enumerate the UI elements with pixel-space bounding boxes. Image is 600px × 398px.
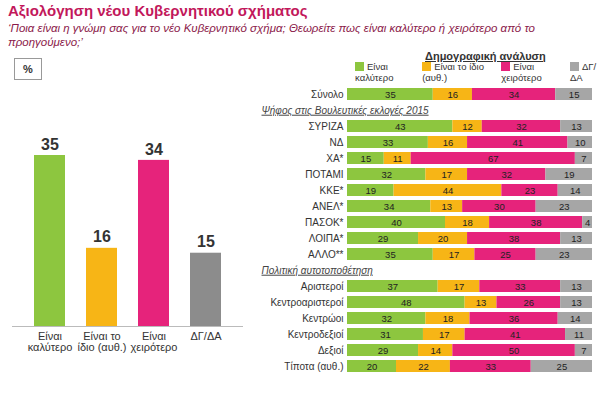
svg-text:31: 31 <box>380 329 391 340</box>
svg-text:25: 25 <box>500 249 511 260</box>
svg-text:34: 34 <box>509 89 520 100</box>
svg-text:15: 15 <box>569 89 580 100</box>
svg-text:12: 12 <box>462 121 473 132</box>
svg-text:40: 40 <box>391 217 402 228</box>
svg-text:Τίποτα (αυθ.): Τίποτα (αυθ.) <box>284 361 343 372</box>
svg-text:ΣΥΡΙΖΑ: ΣΥΡΙΖΑ <box>308 121 343 132</box>
svg-text:11: 11 <box>574 329 584 340</box>
html-text:‘Ποια είναι η γνώμη σας για το: ‘Ποια είναι η γνώμη σας για το νέο Κυβερ… <box>8 22 535 48</box>
svg-text:32: 32 <box>516 121 527 132</box>
svg-text:29: 29 <box>378 233 389 244</box>
html-text:Δημογραφική ανάλυση: Δημογραφική ανάλυση <box>425 50 546 62</box>
svg-text:18: 18 <box>443 313 454 324</box>
svg-text:23: 23 <box>559 249 570 260</box>
svg-text:14: 14 <box>570 313 581 324</box>
svg-text:13: 13 <box>571 281 582 292</box>
svg-text:35: 35 <box>385 249 396 260</box>
svg-text:37: 37 <box>388 281 399 292</box>
svg-text:35: 35 <box>385 89 396 100</box>
svg-text:17: 17 <box>449 249 460 260</box>
html-text:Αξιολόγηση νέου Κυβερνητικού σ: Αξιολόγηση νέου Κυβερνητικού σχήματος <box>8 2 308 19</box>
svg-text:ΝΔ: ΝΔ <box>330 137 344 148</box>
svg-text:30: 30 <box>494 201 505 212</box>
svg-text:29: 29 <box>378 345 389 356</box>
html-text:Είναι χειρότερο: Είναι χειρότερο <box>501 61 542 83</box>
svg-text:4: 4 <box>585 217 590 228</box>
svg-text:19: 19 <box>365 185 376 196</box>
svg-text:11: 11 <box>393 153 403 164</box>
svg-text:13: 13 <box>441 201 452 212</box>
svg-text:34: 34 <box>145 141 163 158</box>
svg-text:ΔΓ/ΔΑ: ΔΓ/ΔΑ <box>190 330 222 342</box>
svg-text:22: 22 <box>418 361 429 372</box>
html-text:ΔΓ/ΔΑ: ΔΓ/ΔΑ <box>569 61 597 83</box>
svg-text:25: 25 <box>557 361 568 372</box>
svg-text:34: 34 <box>384 201 395 212</box>
svg-text:Είναιχειρότερο: Είναιχειρότερο <box>131 330 178 353</box>
svg-text:Κεντροδεξιοί: Κεντροδεξιοί <box>288 329 345 341</box>
svg-text:38: 38 <box>531 217 542 228</box>
svg-text:13: 13 <box>571 297 582 308</box>
svg-text:20: 20 <box>367 361 378 372</box>
svg-text:10: 10 <box>575 137 586 148</box>
svg-text:18: 18 <box>462 217 473 228</box>
svg-text:17: 17 <box>439 329 450 340</box>
svg-text:ΚΚΕ*: ΚΚΕ* <box>320 185 344 196</box>
svg-text:35: 35 <box>41 136 59 153</box>
svg-text:Αριστεροί: Αριστεροί <box>301 281 344 292</box>
svg-text:13: 13 <box>571 233 582 244</box>
svg-text:16: 16 <box>443 137 454 148</box>
svg-text:38: 38 <box>509 233 520 244</box>
svg-text:Ψήφος στις Βουλευτικές εκλογές: Ψήφος στις Βουλευτικές εκλογές 2015 <box>262 105 429 116</box>
svg-text:44: 44 <box>443 185 454 196</box>
svg-text:23: 23 <box>559 201 570 212</box>
html-text:Είναι καλύτερο: Είναι καλύτερο <box>355 61 394 83</box>
svg-text:16: 16 <box>93 228 111 245</box>
svg-text:17: 17 <box>441 169 452 180</box>
svg-text:ΠΟΤΑΜΙ: ΠΟΤΑΜΙ <box>305 169 343 180</box>
svg-text:Κεντρώοι: Κεντρώοι <box>302 313 343 324</box>
svg-text:Κεντροαριστεροί: Κεντροαριστεροί <box>270 297 344 308</box>
svg-text:Πολιτική αυτοτοποθέτηση: Πολιτική αυτοτοποθέτηση <box>262 265 374 276</box>
svg-text:23: 23 <box>525 185 536 196</box>
svg-text:ΑΛΛΟ**: ΑΛΛΟ** <box>308 249 343 260</box>
svg-text:32: 32 <box>501 169 512 180</box>
svg-text:15: 15 <box>197 233 215 250</box>
svg-text:ΑΝΕΛ*: ΑΝΕΛ* <box>312 201 343 212</box>
svg-text:32: 32 <box>381 169 392 180</box>
svg-text:43: 43 <box>395 121 406 132</box>
svg-text:67: 67 <box>488 153 499 164</box>
svg-text:Είναικαλύτερο: Είναικαλύτερο <box>28 330 73 353</box>
svg-text:17: 17 <box>454 281 465 292</box>
svg-text:14: 14 <box>570 185 581 196</box>
svg-text:48: 48 <box>401 297 412 308</box>
svg-text:41: 41 <box>510 329 521 340</box>
svg-text:50: 50 <box>509 345 520 356</box>
svg-text:33: 33 <box>486 361 497 372</box>
svg-text:Σύνολο: Σύνολο <box>311 89 344 100</box>
svg-text:13: 13 <box>476 297 487 308</box>
svg-text:26: 26 <box>524 297 535 308</box>
svg-text:41: 41 <box>512 137 523 148</box>
svg-text:20: 20 <box>438 233 449 244</box>
svg-text:ΛΟΙΠΑ*: ΛΟΙΠΑ* <box>309 233 344 244</box>
svg-text:19: 19 <box>564 169 575 180</box>
svg-text:Είναι τοίδιο (αυθ.): Είναι τοίδιο (αυθ.) <box>77 330 126 353</box>
svg-text:ΠΑΣΟΚ*: ΠΑΣΟΚ* <box>305 217 344 228</box>
svg-text:36: 36 <box>509 313 520 324</box>
svg-text:14: 14 <box>430 345 441 356</box>
svg-text:7: 7 <box>581 153 586 164</box>
svg-text:13: 13 <box>571 121 582 132</box>
html-text:Είναι το ίδιο (αυθ.): Είναι το ίδιο (αυθ.) <box>422 61 484 83</box>
svg-text:7: 7 <box>581 345 586 356</box>
svg-text:ΧΑ*: ΧΑ* <box>326 153 343 164</box>
svg-text:15: 15 <box>361 153 372 164</box>
svg-text:16: 16 <box>448 89 459 100</box>
svg-text:32: 32 <box>381 313 392 324</box>
svg-text:33: 33 <box>383 137 394 148</box>
svg-text:Δεξιοί: Δεξιοί <box>318 345 344 357</box>
svg-text:33: 33 <box>515 281 526 292</box>
